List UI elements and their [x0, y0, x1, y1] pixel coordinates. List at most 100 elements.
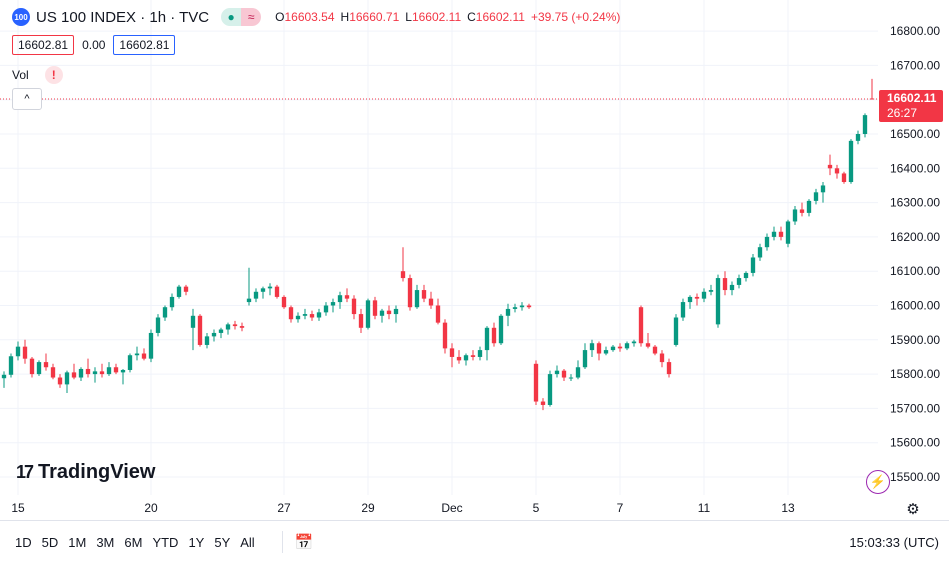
candle-body — [211, 332, 217, 337]
candle — [316, 308, 322, 321]
period-1y[interactable]: 1Y — [188, 535, 205, 550]
candle-body — [141, 353, 147, 359]
candle — [134, 346, 140, 361]
period-5d[interactable]: 5D — [41, 535, 59, 550]
candle — [561, 368, 567, 381]
bar-countdown: 26:27 — [887, 106, 918, 120]
candle — [323, 302, 329, 316]
candle-body — [295, 315, 301, 320]
candle-body — [372, 300, 378, 316]
candle — [631, 339, 637, 347]
candle-body — [561, 370, 567, 378]
candle — [218, 327, 224, 339]
candle-body — [848, 140, 854, 183]
bottom-toolbar — [0, 520, 949, 564]
candle — [393, 305, 399, 323]
candle — [22, 339, 28, 364]
candle-body — [743, 272, 749, 279]
x-tick-label: 13 — [781, 501, 795, 515]
y-tick-label: 15600.00 — [890, 436, 940, 450]
price-chart[interactable]: 15500.00 15600.00 15700.00 15800.00 15900.00… — [0, 0, 949, 520]
candle — [673, 314, 679, 347]
candle — [386, 305, 392, 320]
candle — [806, 199, 812, 217]
candle-body — [575, 367, 581, 378]
period-1d[interactable]: 1D — [15, 535, 32, 550]
y-tick-label: 16300.00 — [890, 196, 940, 210]
candle — [505, 303, 511, 327]
candle-body — [421, 290, 427, 299]
candle — [603, 346, 609, 356]
symbol-title[interactable]: US 100 INDEX · 1h · TVC — [36, 8, 210, 26]
candle — [225, 322, 231, 335]
candle — [113, 363, 119, 375]
candle — [736, 274, 742, 289]
candle — [365, 298, 371, 330]
candle — [379, 308, 385, 323]
ohlc-change: +39.75 (+0.24%) — [530, 10, 621, 24]
x-tick-label: 7 — [617, 501, 624, 515]
y-tick-label: 15800.00 — [890, 367, 940, 381]
candle-body — [771, 231, 777, 237]
candle-body — [778, 231, 784, 237]
candle-body — [190, 315, 196, 328]
candle-body — [379, 310, 385, 316]
candle-body — [8, 356, 14, 375]
candle-body — [393, 308, 399, 315]
candle — [288, 305, 294, 323]
collapse-legend-button[interactable]: ^ — [12, 88, 42, 110]
candle — [855, 130, 861, 145]
candle — [281, 295, 287, 309]
warning-icon[interactable]: ! — [44, 66, 63, 84]
candle-body — [127, 355, 133, 370]
candle — [729, 281, 735, 296]
candle — [43, 353, 49, 371]
candle-body — [792, 209, 798, 222]
ask-price[interactable]: 16602.81 — [113, 35, 176, 55]
candle-body — [729, 284, 735, 291]
candle-body — [239, 326, 245, 328]
candle — [652, 344, 658, 356]
candle-body — [428, 298, 434, 306]
candle-body — [799, 209, 805, 213]
candle — [267, 283, 273, 296]
candle-body — [204, 336, 210, 345]
candle — [624, 341, 630, 351]
candle-body — [736, 278, 742, 285]
candle — [687, 295, 693, 309]
candle — [148, 329, 154, 363]
candle-body — [323, 305, 329, 313]
period-3m[interactable]: 3M — [96, 535, 115, 550]
candle-body — [106, 367, 112, 375]
candle — [533, 360, 539, 405]
spread: 0.00 — [82, 38, 106, 52]
calendar-range-icon[interactable]: 📅 — [294, 534, 314, 551]
ohlc-values: O16603.54 H16660.71 L16602.11 C16602.11 … — [275, 10, 620, 24]
candle-body — [435, 305, 441, 323]
period-5y[interactable]: 5Y — [214, 535, 231, 550]
volume-legend: Vol ! — [12, 66, 63, 84]
clock[interactable]: 15:03:33 (UTC) — [849, 535, 939, 550]
candle-body — [610, 346, 616, 351]
symbol-badge[interactable]: 100 — [12, 8, 30, 26]
candle — [141, 348, 147, 361]
bid-price[interactable]: 16602.81 — [12, 35, 75, 55]
candle — [554, 365, 560, 378]
period-1m[interactable]: 1M — [68, 535, 87, 550]
status-pill[interactable]: ● ≈ — [221, 8, 262, 26]
candle — [491, 322, 497, 347]
candle-body — [92, 371, 98, 375]
tradingview-logo[interactable]: 17 TradingView — [16, 461, 155, 484]
candle — [1, 371, 7, 388]
candle-body — [253, 291, 259, 299]
period-6m[interactable]: 6M — [124, 535, 143, 550]
x-tick-label: 20 — [144, 501, 158, 515]
gear-icon[interactable]: ⚙ — [906, 501, 920, 518]
candle-body — [358, 314, 364, 328]
chart-legend: 100 US 100 INDEX · 1h · TVC ● ≈ O16603.5… — [12, 8, 620, 26]
lightning-icon[interactable]: ⚡ — [866, 470, 890, 494]
period-ytd[interactable]: YTD — [152, 535, 179, 550]
period-all[interactable]: All — [240, 535, 255, 550]
candle-body — [512, 307, 518, 309]
candle — [526, 303, 532, 309]
